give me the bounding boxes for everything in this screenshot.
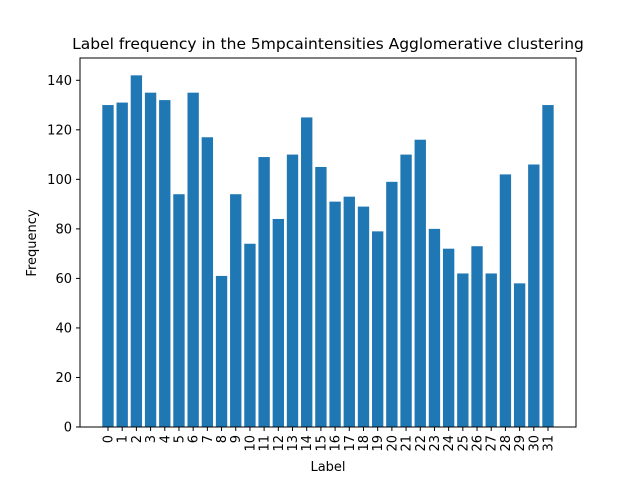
- bar-label-9: [230, 194, 242, 427]
- bar-label-0: [102, 105, 114, 428]
- x-tick-label: 23: [428, 435, 443, 452]
- x-tick-label: 31: [542, 435, 557, 452]
- x-tick-label: 9: [229, 435, 244, 443]
- bar-label-12: [272, 218, 284, 427]
- x-tick-label: 25: [456, 435, 471, 452]
- x-tick-label: 27: [485, 435, 500, 452]
- bars-group: [102, 75, 554, 428]
- y-tick-label: 100: [47, 173, 72, 188]
- bar-label-14: [301, 117, 313, 427]
- bar-label-19: [372, 231, 384, 427]
- x-tick-label: 30: [527, 435, 542, 452]
- y-tick-label: 0: [64, 421, 72, 436]
- x-tick-label: 18: [357, 435, 372, 452]
- x-tick-label: 28: [499, 435, 514, 452]
- x-tick-label: 14: [300, 435, 315, 452]
- x-tick-label: 8: [215, 435, 230, 443]
- bar-label-1: [116, 102, 128, 427]
- x-tick-label: 15: [314, 435, 329, 452]
- x-tick-label: 22: [414, 435, 429, 452]
- y-axis: 0 20 40 60 80 100 120 140: [47, 74, 80, 436]
- bar-label-23: [428, 228, 441, 427]
- x-tick-label: 20: [385, 435, 400, 452]
- chart-title: Label frequency in the 5mpcaintensities …: [72, 35, 584, 53]
- y-tick-label: 120: [47, 123, 72, 138]
- bar-label-8: [215, 275, 228, 427]
- bar-label-24: [442, 248, 455, 427]
- bar-label-26: [471, 246, 483, 427]
- x-tick-label: 12: [272, 435, 287, 452]
- bar-label-27: [485, 273, 497, 427]
- x-tick-label: 11: [258, 435, 273, 452]
- x-tick-label: 0: [102, 435, 117, 443]
- x-axis-label: Label: [310, 460, 345, 475]
- bar-label-15: [315, 166, 327, 427]
- x-tick-label: 5: [172, 435, 187, 443]
- y-axis-label: Frequency: [25, 209, 40, 276]
- bar-label-31: [542, 105, 554, 428]
- bar-label-22: [414, 139, 426, 427]
- bar-label-30: [528, 164, 540, 428]
- y-tick-label: 40: [55, 321, 72, 336]
- x-tick-label: 2: [130, 435, 145, 443]
- bar-label-3: [144, 92, 157, 428]
- plot-frame: [79, 57, 577, 428]
- bar-label-16: [329, 201, 341, 427]
- bar-label-17: [343, 196, 355, 427]
- bar-label-7: [201, 137, 214, 427]
- x-tick-label: 4: [158, 435, 173, 443]
- x-tick-label: 1: [116, 435, 131, 443]
- x-tick-label: 21: [400, 435, 415, 452]
- x-tick-label: 6: [187, 435, 202, 443]
- y-tick-label: 140: [47, 74, 72, 89]
- y-tick-label: 60: [55, 272, 72, 287]
- bar-label-5: [173, 194, 185, 427]
- bar-label-28: [499, 174, 512, 427]
- x-tick-label: 17: [343, 435, 358, 452]
- y-tick-label: 80: [55, 222, 72, 237]
- x-tick-label: 26: [471, 435, 486, 452]
- y-tick-label: 20: [55, 371, 72, 386]
- x-tick-label: 10: [243, 435, 258, 452]
- bar-label-25: [457, 273, 469, 427]
- x-tick-label: 7: [201, 435, 216, 443]
- bar-label-4: [159, 100, 171, 427]
- bar-label-21: [400, 154, 412, 427]
- x-tick-label: 16: [329, 435, 344, 452]
- x-axis: 0 1 2 3 4 5 6 7 8 9 10 11 12 13 14 15 16 17 18 19 20 21 22 23 24…: [102, 427, 557, 452]
- x-tick-label: 13: [286, 435, 301, 452]
- bar-label-29: [513, 283, 526, 427]
- bar-label-13: [286, 154, 299, 427]
- bar-label-6: [187, 92, 199, 428]
- bar-label-10: [244, 243, 256, 427]
- bar-label-20: [386, 181, 398, 427]
- x-tick-label: 29: [513, 435, 528, 452]
- x-tick-label: 3: [144, 435, 159, 443]
- x-tick-label: 19: [371, 435, 386, 452]
- bar-label-2: [130, 75, 143, 427]
- bar-label-18: [357, 206, 370, 427]
- x-tick-label: 24: [442, 435, 457, 452]
- bar-label-11: [258, 157, 270, 427]
